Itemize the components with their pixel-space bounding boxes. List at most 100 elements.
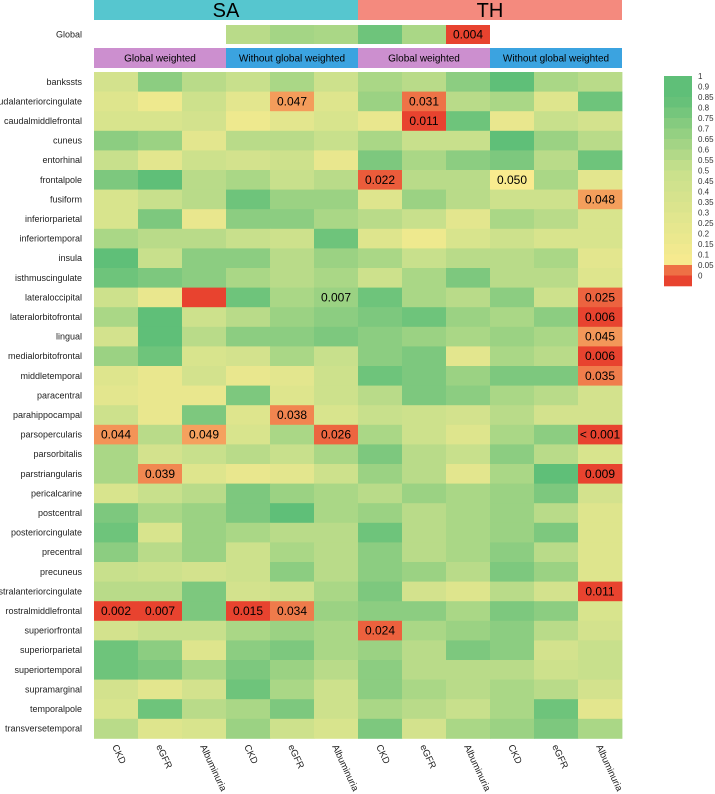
legend-tick-label: 0.7 <box>698 125 710 134</box>
heatmap-cell <box>182 385 227 406</box>
heatmap-cell <box>138 170 183 190</box>
heatmap-cell <box>446 405 491 426</box>
heatmap-cell <box>534 718 579 739</box>
heatmap-cell <box>534 542 579 563</box>
column-label: Albuminuria <box>197 743 228 794</box>
heatmap-cell <box>270 346 315 367</box>
cell-value-label: 0.007 <box>321 290 351 304</box>
heatmap-cell <box>314 464 359 484</box>
heatmap-cell <box>270 385 315 406</box>
heatmap-cell <box>358 248 403 269</box>
heatmap-cell <box>490 111 535 132</box>
cell-value-label: 0.002 <box>101 604 131 618</box>
column-label: eGFR <box>417 743 438 771</box>
heatmap-cell <box>314 503 359 524</box>
column-label: Albuminuria <box>329 743 360 794</box>
heatmap-cell <box>182 72 227 92</box>
heatmap-cell <box>138 640 183 661</box>
heatmap-cell <box>534 424 579 445</box>
cell-value-label: 0.049 <box>189 428 219 442</box>
heatmap-cell <box>138 366 183 386</box>
heatmap-cell <box>182 562 227 582</box>
heatmap-cell <box>534 326 579 347</box>
heatmap-cell <box>182 130 227 151</box>
color-legend: 10.90.850.80.750.70.650.60.550.50.450.40… <box>664 72 714 287</box>
legend-swatch <box>664 170 692 182</box>
heatmap-cell <box>534 72 579 92</box>
heatmap-cell <box>270 189 315 210</box>
heatmap-cell <box>402 170 447 190</box>
heatmap-cell <box>446 170 491 190</box>
global-row-label: Global <box>56 30 82 40</box>
heatmap-cell <box>138 130 183 151</box>
heatmap-cell <box>182 228 227 249</box>
legend-swatch <box>664 107 692 119</box>
heatmap-cell <box>446 424 491 445</box>
heatmap-cell <box>94 366 139 386</box>
row-label: cuneus <box>53 136 83 146</box>
heatmap-cell <box>138 483 183 504</box>
heatmap-cell <box>94 150 139 171</box>
heatmap-cell <box>402 503 447 524</box>
legend-swatch <box>664 118 692 129</box>
heatmap-cell <box>182 581 227 602</box>
heatmap-cell <box>314 91 359 112</box>
heatmap-cell <box>534 91 579 112</box>
heatmap-cell <box>314 581 359 602</box>
row-label: inferiorparietal <box>25 214 82 224</box>
heatmap-cell <box>226 562 271 582</box>
heatmap-cell <box>314 346 359 367</box>
heatmap-cell <box>534 581 579 602</box>
heatmap-cell <box>534 483 579 504</box>
cell-value-label: 0.031 <box>409 94 439 108</box>
heatmap-cell <box>490 268 535 288</box>
cell-value-label: 0.038 <box>277 408 307 422</box>
heatmap-cell <box>94 130 139 151</box>
heatmap-cell <box>402 385 447 406</box>
heatmap-cell <box>446 189 491 210</box>
heatmap-cell <box>94 464 139 484</box>
heatmap-cell <box>226 620 271 641</box>
heatmap-cell <box>94 405 139 426</box>
subgroup-bar <box>358 48 490 68</box>
heatmap-cell <box>182 503 227 524</box>
legend-swatch <box>664 233 692 245</box>
row-label: rostralmiddlefrontal <box>5 606 82 616</box>
heatmap-cell <box>534 111 579 132</box>
heatmap-cell <box>446 130 491 151</box>
row-label: insula <box>58 253 82 263</box>
heatmap-cell <box>314 542 359 563</box>
heatmap-cell <box>358 620 403 641</box>
heatmap-cell <box>94 209 139 230</box>
heatmap-cell <box>446 660 491 680</box>
subgroup-label: Without global weighted <box>239 54 345 65</box>
heatmap-cell <box>534 640 579 661</box>
group-label: TH <box>477 0 504 22</box>
heatmap-cell <box>226 660 271 680</box>
heatmap-cell <box>578 91 623 112</box>
heatmap-cell <box>490 464 535 484</box>
heatmap-cell <box>402 287 447 308</box>
heatmap-cell <box>402 189 447 210</box>
heatmap-cell <box>578 385 623 406</box>
heatmap-cell <box>490 385 535 406</box>
heatmap-cell <box>138 464 183 484</box>
heatmap-cell <box>446 444 491 465</box>
heatmap-cell <box>534 228 579 249</box>
heatmap-cell <box>314 307 359 328</box>
heatmap-cell <box>314 620 359 641</box>
heatmap-cell <box>490 72 535 92</box>
heatmap-cell <box>138 542 183 563</box>
heatmap-cell <box>94 562 139 582</box>
heatmap-cell <box>534 189 579 210</box>
column-label: CKD <box>241 743 260 766</box>
heatmap-cell <box>138 150 183 171</box>
legend-tick-label: 0.35 <box>698 198 714 207</box>
heatmap-cell <box>270 542 315 563</box>
heatmap-cell <box>138 268 183 288</box>
heatmap-cell <box>226 346 271 367</box>
legend-swatch <box>664 191 692 203</box>
heatmap-cell <box>138 581 183 602</box>
column-label: eGFR <box>549 743 570 771</box>
heatmap-cell <box>94 581 139 602</box>
